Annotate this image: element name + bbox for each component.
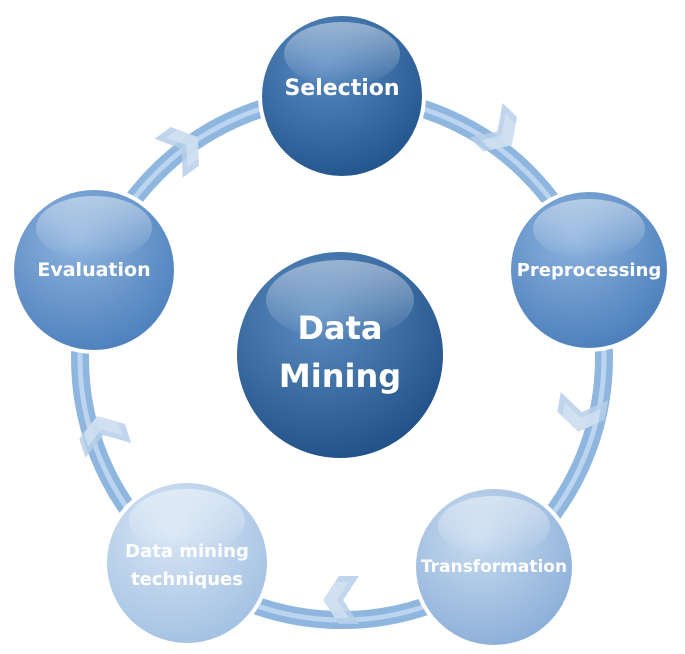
arrow-transformation-to-techniques xyxy=(323,576,359,624)
arrow-evaluation-to-selection xyxy=(154,127,199,178)
node-data-mining-techniques-label: Data mining xyxy=(125,541,249,562)
node-data-mining-techniques-label-line2: techniques xyxy=(131,569,243,590)
node-data-mining-techniques: Data mining techniques xyxy=(103,479,271,647)
node-preprocessing-label: Preprocessing xyxy=(517,260,662,281)
node-preprocessing: Preprocessing xyxy=(507,188,671,352)
node-center-data-mining: Data Mining xyxy=(233,248,447,462)
node-transformation: Transformation xyxy=(412,485,576,649)
arrow-techniques-to-evaluation xyxy=(79,416,132,458)
node-selection: Selection xyxy=(258,12,426,180)
center-title-line1: Data xyxy=(297,309,382,347)
node-evaluation-label: Evaluation xyxy=(37,259,150,281)
node-selection-label: Selection xyxy=(284,76,399,101)
center-title-line2: Mining xyxy=(279,357,401,395)
arrow-preprocessing-to-transformation xyxy=(557,392,609,432)
arrow-selection-to-preprocessing xyxy=(469,103,517,152)
node-evaluation: Evaluation xyxy=(10,186,178,354)
node-transformation-label: Transformation xyxy=(421,557,567,577)
